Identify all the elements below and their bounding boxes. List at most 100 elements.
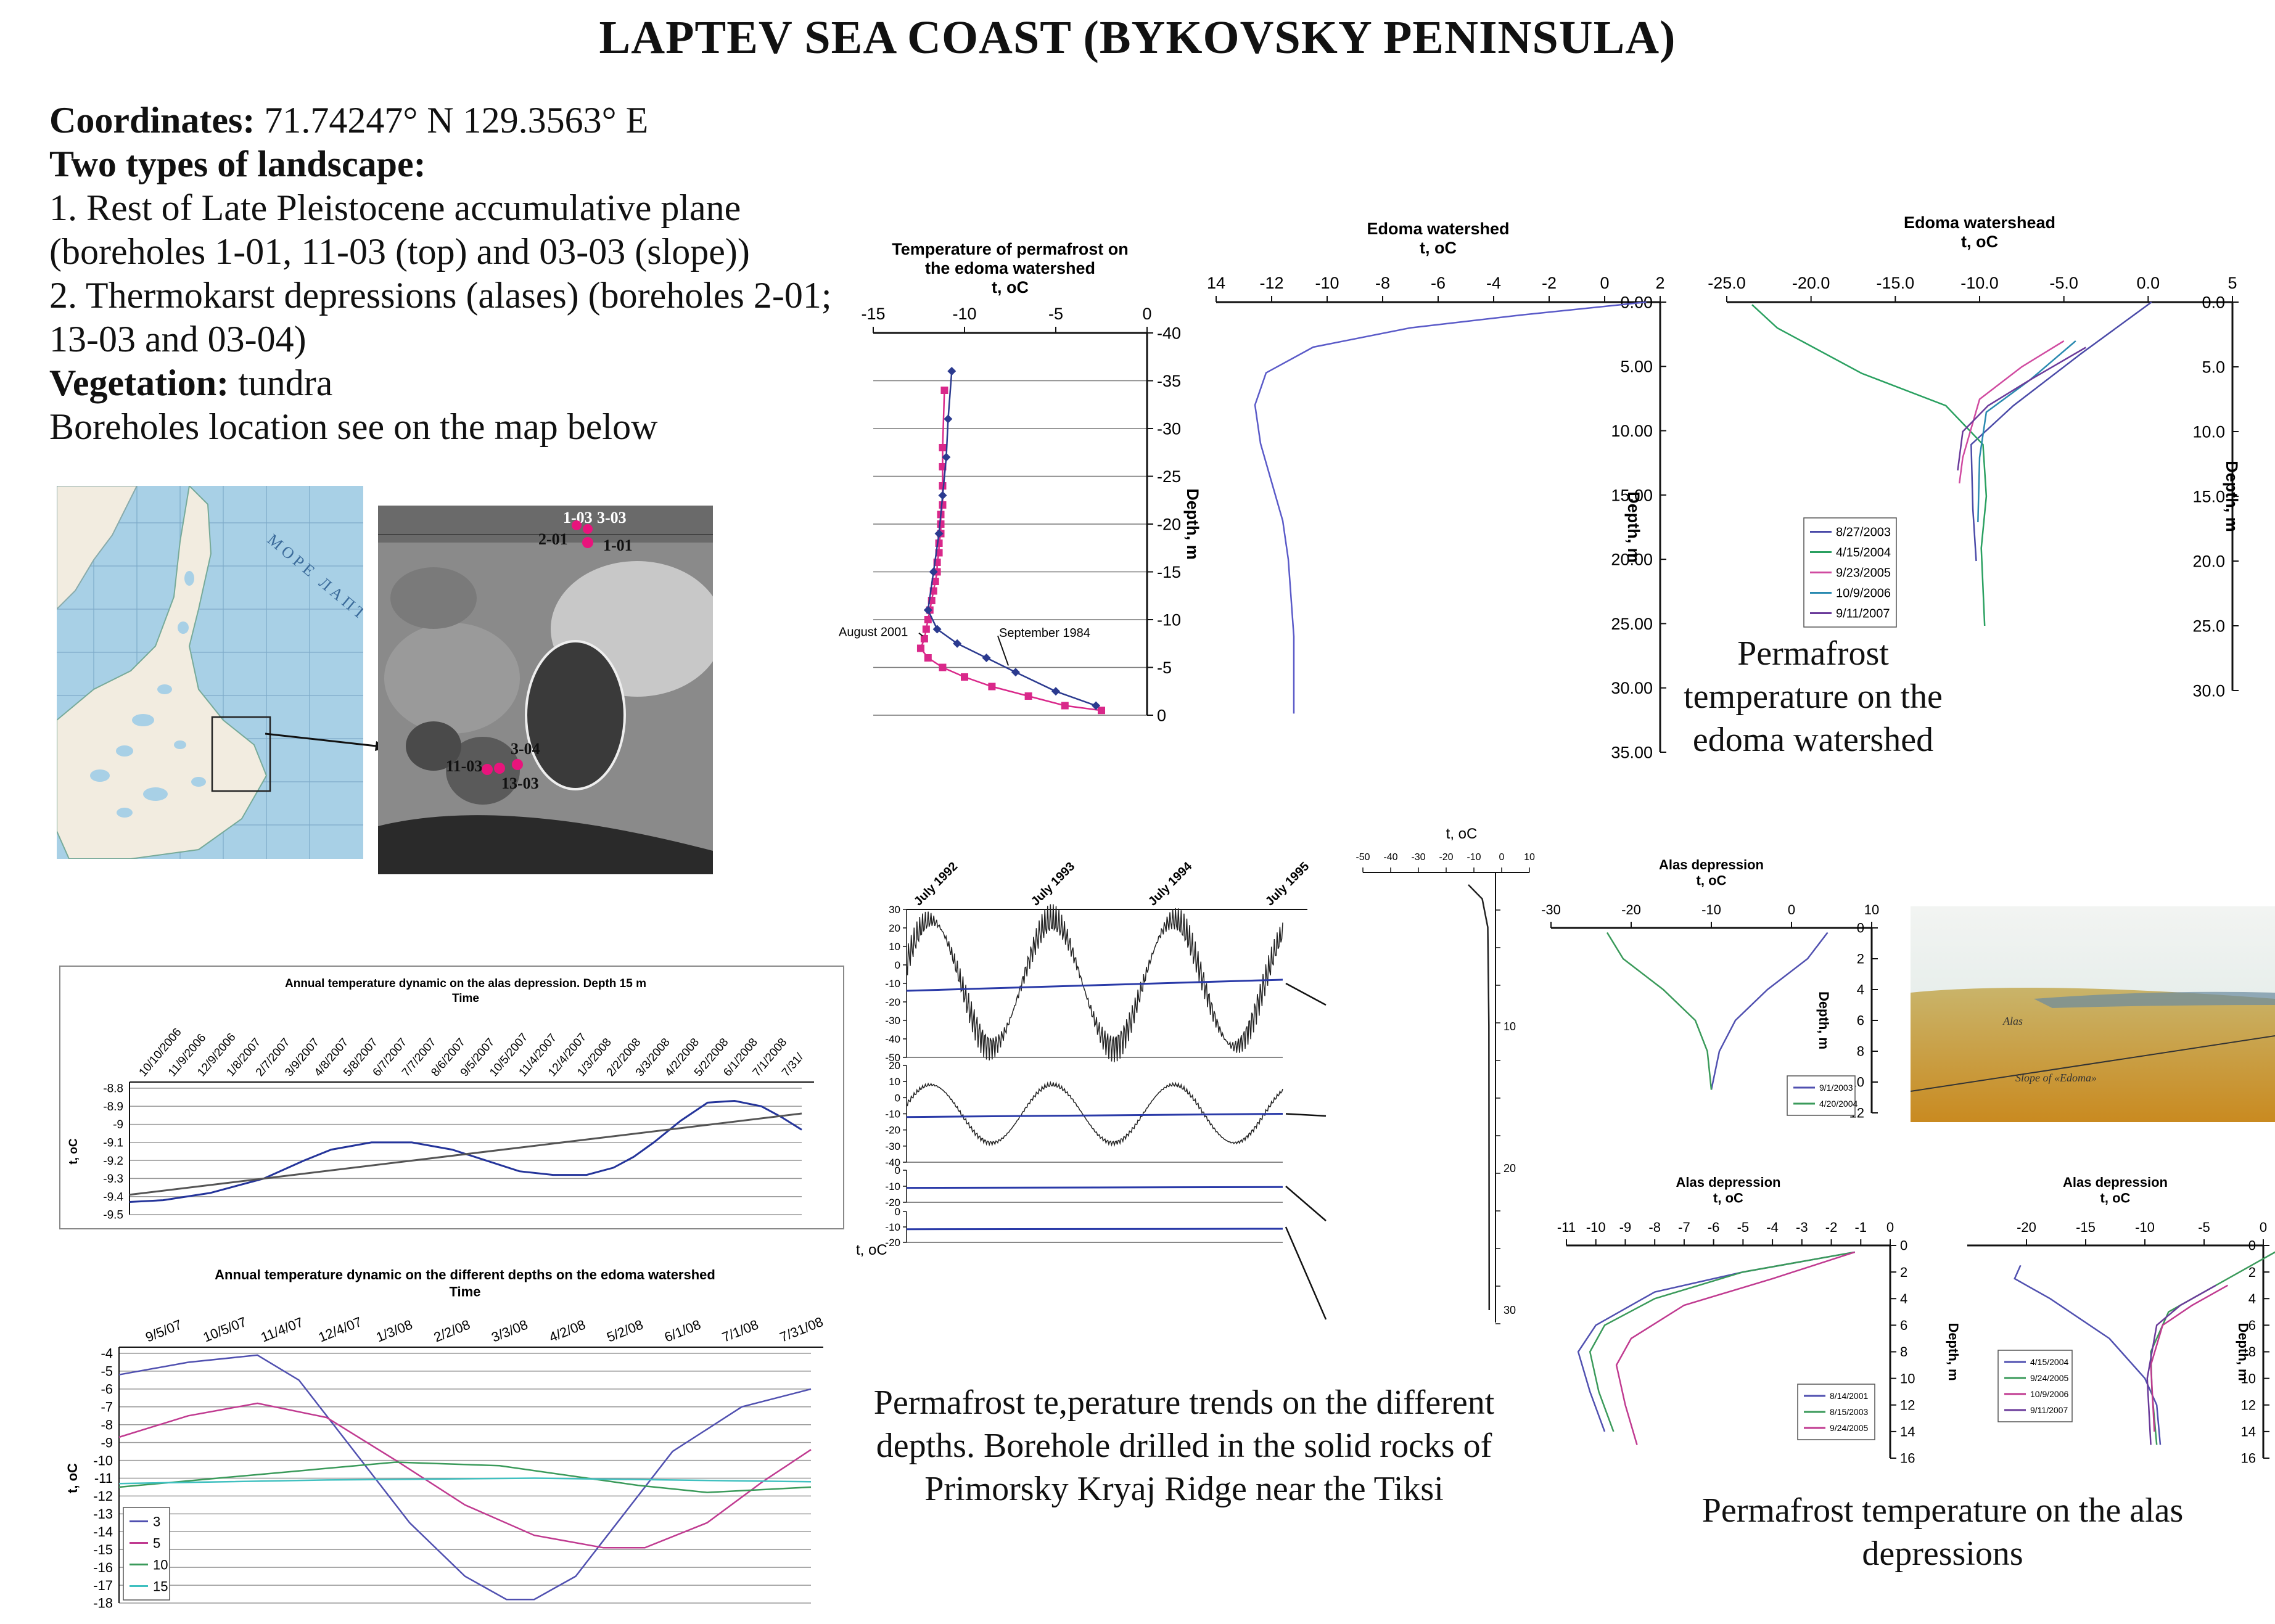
annotation-arrow <box>997 636 1009 666</box>
x-tick-label: 1/3/08 <box>374 1317 414 1345</box>
x-tick-label: -5 <box>1048 305 1063 323</box>
aerial-photo: 1-03 3-03 2-01 1-01 11-03 3-04 13-03 <box>378 506 723 874</box>
x-axis-label: t, oC <box>1961 232 1998 251</box>
y-tick-label: -16 <box>93 1560 113 1575</box>
data-point <box>920 635 928 642</box>
y-tick-label: 30.00 <box>1611 679 1653 697</box>
x-tick-label: 10 <box>1864 902 1879 917</box>
data-point <box>937 520 945 528</box>
data-point <box>934 529 944 538</box>
y-tick-label: 4 <box>1900 1291 1907 1306</box>
series-line-0 <box>1254 301 1647 714</box>
y-tick-label: -6 <box>101 1382 113 1397</box>
point-marker <box>583 524 593 534</box>
data-point <box>953 639 962 648</box>
data-point <box>924 654 932 662</box>
legend-label: 10 <box>153 1557 168 1573</box>
y-tick-label: -5 <box>1157 658 1172 677</box>
x-axis-label: t, oC <box>1713 1190 1743 1205</box>
point-marker <box>572 520 582 530</box>
chart-title: Temperature of permafrost on the edoma wa… <box>892 240 1129 277</box>
x-tick-label: 10 <box>1524 852 1535 863</box>
y-tick-label: -10 <box>885 1109 900 1120</box>
y-axis-label: Depth, m <box>1816 991 1832 1049</box>
data-point <box>939 501 947 509</box>
x-tick-label: -9 <box>1619 1220 1632 1235</box>
annotation: August 2001 <box>839 626 908 639</box>
data-point <box>942 453 951 462</box>
x-axis-label: Time <box>452 992 479 1005</box>
depth-arrow <box>1285 1186 1327 1221</box>
y-tick-label: 6 <box>1900 1318 1907 1333</box>
y-tick-label: 6 <box>2248 1318 2256 1333</box>
y-tick-label: 14 <box>1900 1424 1915 1440</box>
chart-title: Alas depression <box>1659 857 1764 872</box>
y-tick-label: 0 <box>895 1206 900 1218</box>
data-point <box>939 663 947 671</box>
x-tick-label: -12 <box>1259 274 1283 292</box>
y-tick-label: -20 <box>885 1237 900 1249</box>
y-tick-label: 10.00 <box>1611 422 1653 440</box>
y-tick-label: 20 <box>889 922 900 934</box>
y-tick-label: -25 <box>1157 467 1181 486</box>
y-tick-label: -40 <box>1157 324 1181 342</box>
x-tick-label: -20 <box>2017 1220 2036 1235</box>
point-marker <box>482 764 493 775</box>
y-tick-label: -8.8 <box>103 1083 123 1096</box>
y-tick-label: 30 <box>889 904 900 916</box>
y-tick-label: 25.00 <box>1611 615 1653 633</box>
x-tick-label: -4 <box>1486 274 1501 292</box>
chart-edoma-watershed: Edoma watershed t, oC 14 -12 -10 -8 -6 -4 -2 0 2 0.… <box>1207 216 1696 761</box>
y-axis-label: Depth, m <box>1946 1323 1961 1380</box>
chart-alas-depth15: Annual temperature dynamic on the alas d… <box>59 965 845 1230</box>
x-axis-label: t, oC <box>1420 239 1457 257</box>
x-tick-label: -10 <box>2135 1220 2155 1235</box>
x-tick-label: -8 <box>1648 1220 1661 1235</box>
x-tick-label: -25.0 <box>1708 274 1746 292</box>
x-tick-label: 10/5/07 <box>201 1314 249 1345</box>
y-tick-label: 0 <box>1900 1238 1907 1253</box>
data-point <box>932 625 942 634</box>
temperature-signal <box>906 1080 1283 1147</box>
caption-edoma: Permafrost temperature on the edoma wate… <box>1684 634 1943 759</box>
y-tick-label: 0 <box>895 959 900 971</box>
y-tick-label: -4 <box>101 1346 113 1361</box>
depth-arrow <box>1285 1113 1327 1117</box>
series-line-9-24-2005 <box>2150 1251 2275 1445</box>
data-point <box>935 539 943 547</box>
c4-svg: Annual temperature dynamic on the alas d… <box>59 966 844 1229</box>
y-tick-label: 20 <box>889 1060 900 1072</box>
y-tick-label: -10 <box>885 1221 900 1233</box>
x-tick-label: -50 <box>1356 852 1370 863</box>
x-tick-label: -4 <box>1766 1220 1779 1235</box>
landscape-photo: Alas Slope of «Edoma» <box>1910 906 2275 1122</box>
x-tick-label: 6/1/08 <box>662 1317 703 1345</box>
legend-label: 9/24/2005 <box>2030 1373 2068 1383</box>
trend-line <box>906 978 1283 992</box>
x-tick-label: -1 <box>1854 1220 1867 1235</box>
x-tick-label: 14 <box>1207 274 1225 292</box>
data-point <box>924 616 932 623</box>
y-tick-label: -12 <box>93 1488 113 1504</box>
y-tick-label: -14 <box>93 1524 113 1540</box>
y-tick-label: 20.0 <box>2192 552 2225 570</box>
y-tick-label: 10 <box>889 1076 900 1088</box>
y-tick-label: -5 <box>101 1364 113 1379</box>
depth-arrow <box>1285 1226 1327 1320</box>
photo-label-alas: Alas <box>2003 1015 2023 1027</box>
vegetation-value: tundra <box>229 363 333 403</box>
point-label-3-03: 3-03 <box>597 509 627 527</box>
legend-label: 10/9/2006 <box>1836 587 1891 601</box>
x-tick-label: 12/4/07 <box>316 1314 364 1345</box>
y-tick-label: 10 <box>1900 1371 1915 1386</box>
y-tick-label: 0 <box>1157 706 1166 724</box>
y-tick-label: -8 <box>101 1417 113 1432</box>
aerial-sea <box>378 815 713 874</box>
chart-title: Edoma watershed <box>1367 219 1509 238</box>
series-line-15 <box>118 1477 812 1485</box>
legend-label: 3 <box>153 1514 160 1530</box>
